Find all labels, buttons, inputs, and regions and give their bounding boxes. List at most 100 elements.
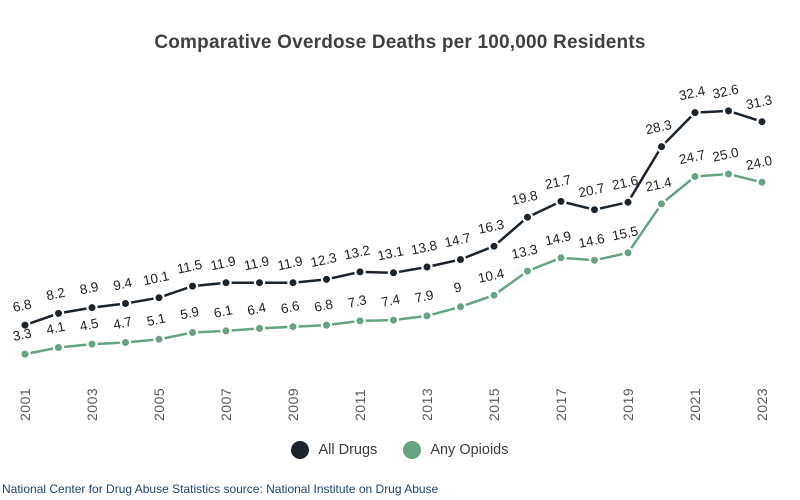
data-point-series-1 xyxy=(689,170,701,183)
data-point-series-0 xyxy=(454,253,467,266)
data-point-series-0 xyxy=(421,261,433,273)
data-point-series-1 xyxy=(588,254,601,266)
legend-label-any-opioids: Any Opioids xyxy=(430,442,509,458)
data-label: 24.0 xyxy=(745,153,774,173)
data-label: 14.7 xyxy=(443,230,472,250)
x-axis-label: 2017 xyxy=(553,388,569,421)
data-point-series-0 xyxy=(387,267,400,279)
data-label: 6.8 xyxy=(313,296,334,315)
data-point-series-0 xyxy=(588,203,601,216)
data-label: 28.3 xyxy=(644,117,673,137)
data-point-series-0 xyxy=(119,297,132,310)
data-point-series-1 xyxy=(354,315,366,327)
data-label: 25.0 xyxy=(711,145,740,165)
data-label: 19.8 xyxy=(510,188,539,208)
legend-item-any-opioids[interactable]: Any Opioids xyxy=(403,441,509,459)
data-label: 24.7 xyxy=(678,147,707,167)
x-axis-label: 2003 xyxy=(84,388,100,421)
data-point-series-1 xyxy=(521,265,534,277)
data-label: 4.7 xyxy=(112,314,133,333)
data-label: 20.7 xyxy=(577,180,606,200)
data-point-series-0 xyxy=(320,273,333,286)
x-axis-label: 2005 xyxy=(151,388,167,421)
data-point-series-0 xyxy=(186,280,199,292)
data-label: 15.5 xyxy=(611,223,640,243)
data-point-series-0 xyxy=(689,106,701,119)
data-label: 11.9 xyxy=(276,253,304,273)
data-label: 12.3 xyxy=(309,250,338,270)
data-label: 11.9 xyxy=(209,253,237,273)
data-point-series-1 xyxy=(19,348,31,360)
data-label: 10.1 xyxy=(142,268,171,288)
chart-legend: All Drugs Any Opioids xyxy=(0,441,800,459)
data-label: 7.3 xyxy=(346,292,367,311)
data-point-series-1 xyxy=(119,336,132,349)
data-point-series-0 xyxy=(354,266,366,278)
x-axis-label: 2021 xyxy=(687,388,703,421)
data-point-series-1 xyxy=(387,314,400,326)
data-point-series-0 xyxy=(488,240,500,252)
data-point-series-1 xyxy=(320,319,333,331)
data-point-series-1 xyxy=(220,325,232,337)
data-point-series-0 xyxy=(655,140,668,153)
any-opioids-legend-dot-icon xyxy=(403,441,422,459)
data-label: 6.8 xyxy=(11,296,32,315)
data-label: 13.1 xyxy=(376,243,405,263)
data-point-series-1 xyxy=(153,333,165,345)
series-line-1 xyxy=(24,172,763,356)
x-axis-label: 2013 xyxy=(419,388,435,421)
data-label: 4.5 xyxy=(78,315,99,334)
chart-title: Comparative Overdose Deaths per 100,000 … xyxy=(154,32,646,53)
x-axis-label: 2019 xyxy=(620,388,636,421)
data-label: 7.4 xyxy=(380,291,402,310)
data-label: 9.4 xyxy=(112,275,134,294)
x-axis-label: 2011 xyxy=(352,389,368,421)
data-label: 4.1 xyxy=(45,319,66,338)
data-point-series-0 xyxy=(555,195,567,208)
data-label: 32.6 xyxy=(711,81,740,101)
data-point-series-1 xyxy=(253,322,266,335)
data-point-series-0 xyxy=(287,277,299,289)
data-point-series-1 xyxy=(655,198,668,210)
data-point-series-0 xyxy=(253,277,266,289)
data-point-series-1 xyxy=(622,247,634,259)
data-point-series-0 xyxy=(756,115,768,128)
data-point-series-1 xyxy=(52,341,65,354)
data-label: 8.2 xyxy=(45,285,66,304)
data-point-series-1 xyxy=(186,326,199,339)
data-label: 11.9 xyxy=(243,253,271,273)
data-point-series-0 xyxy=(153,292,165,304)
data-point-series-1 xyxy=(756,176,768,188)
legend-item-all-drugs[interactable]: All Drugs xyxy=(291,441,377,459)
data-point-series-1 xyxy=(86,338,98,350)
legend-label-all-drugs: All Drugs xyxy=(318,442,378,458)
data-label: 31.3 xyxy=(745,92,774,112)
all-drugs-legend-dot-icon xyxy=(291,441,310,459)
data-point-series-0 xyxy=(220,277,232,289)
data-label: 6.4 xyxy=(246,300,268,319)
data-point-series-1 xyxy=(421,310,433,322)
data-label: 14.9 xyxy=(544,228,573,248)
data-point-series-1 xyxy=(488,289,500,301)
data-label: 13.8 xyxy=(410,238,439,258)
line-chart: 6.88.2 8.9 9.4 10.111.5 11.9 11.9 11.9 12.3 13.2… xyxy=(11,81,774,421)
data-point-series-0 xyxy=(19,319,31,331)
data-label: 16.3 xyxy=(477,217,506,237)
data-label: 8.9 xyxy=(78,279,99,298)
data-point-series-0 xyxy=(622,196,634,208)
source-attribution: National Center for Drug Abuse Statistic… xyxy=(2,482,439,496)
data-label: 5.1 xyxy=(145,311,166,330)
data-point-series-0 xyxy=(86,301,98,314)
data-point-series-1 xyxy=(555,252,567,264)
data-label: 21.6 xyxy=(611,173,640,193)
data-point-series-1 xyxy=(287,321,299,333)
data-label: 14.6 xyxy=(577,231,606,251)
data-label: 32.4 xyxy=(678,83,707,103)
x-axis-label: 2015 xyxy=(486,388,502,421)
data-point-series-1 xyxy=(722,168,735,180)
data-label: 21.4 xyxy=(644,174,673,194)
data-label: 13.3 xyxy=(510,242,539,262)
x-axis-label: 2007 xyxy=(218,388,234,421)
data-label: 7.9 xyxy=(413,287,434,306)
